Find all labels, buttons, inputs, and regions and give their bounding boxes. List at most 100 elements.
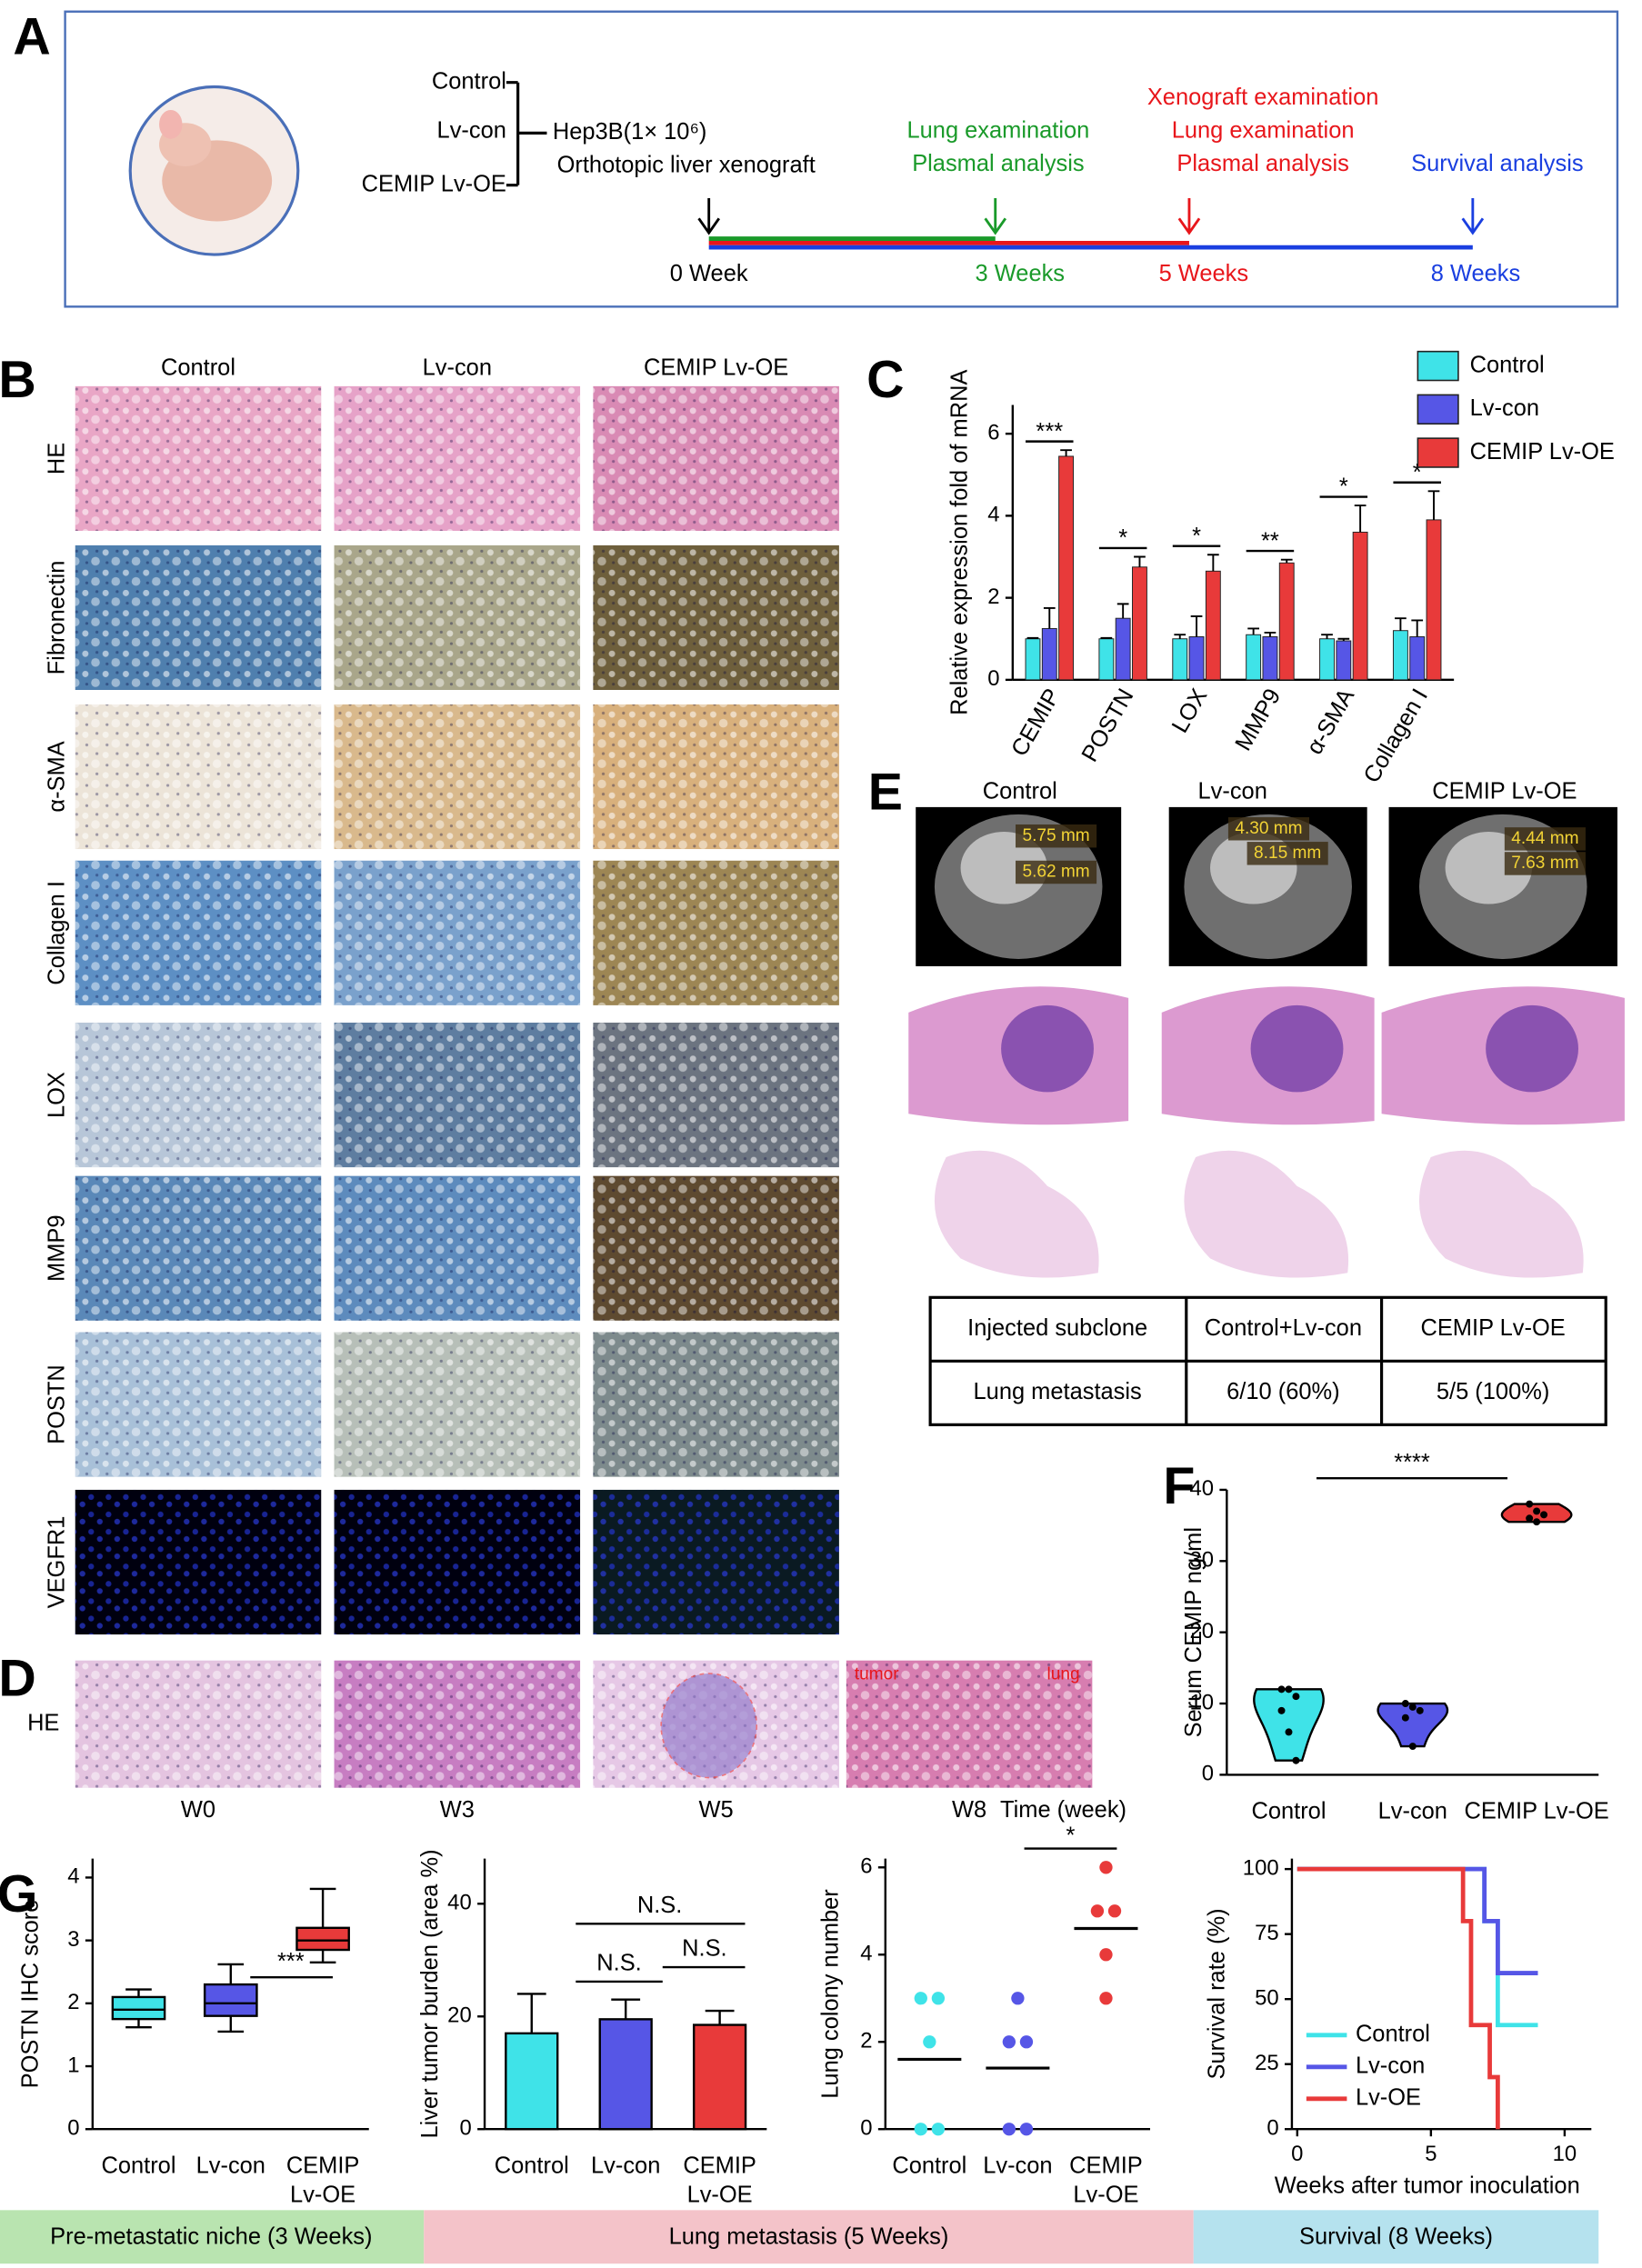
y-tick-label: 25	[1255, 2051, 1279, 2075]
row-label: α-SMA	[44, 741, 69, 812]
x-tick-label: Lv-con	[1378, 1798, 1447, 1823]
micrograph-texture	[334, 1489, 581, 1635]
stage-band	[0, 2210, 425, 2264]
column-header: Lv-con	[423, 355, 492, 380]
y-tick-label: 6	[860, 1854, 872, 1879]
error-bar	[1116, 603, 1129, 619]
error-bar	[1337, 637, 1350, 641]
y-tick-label: 0	[987, 666, 999, 691]
micrograph-texture	[593, 1332, 839, 1477]
legend-swatch	[1417, 394, 1459, 425]
error-bar	[1190, 614, 1203, 637]
micrograph-texture	[334, 1175, 581, 1321]
x-tick-label: CEMIP	[1006, 684, 1066, 761]
error-bar	[516, 1993, 546, 2033]
box	[295, 1926, 350, 1952]
table-cell: Lung metastasis	[974, 1379, 1142, 1404]
y-axis-label: Liver tumor burden (area %)	[417, 1849, 443, 2138]
y-tick-label: 20	[1189, 1619, 1214, 1644]
arrow-head	[1461, 217, 1485, 235]
table-cell: Control+Lv-con	[1205, 1315, 1362, 1341]
bar	[1115, 617, 1131, 681]
survival-curve	[1297, 1866, 1538, 1975]
data-point	[1540, 1511, 1548, 1519]
column-header: CEMIP Lv-OE	[1432, 779, 1577, 804]
data-point	[1285, 1728, 1293, 1736]
y-tick-label: 0	[1202, 1762, 1214, 1786]
x-tick-label: Lv-con	[196, 2153, 265, 2178]
annotation: N.S.	[637, 1893, 682, 1918]
x-tick-label: CEMIP Lv-OE	[1464, 1798, 1608, 1823]
y-tick-label: 0	[459, 2116, 471, 2141]
time-label: 8 Weeks	[1431, 261, 1520, 286]
measurement: 5.75 mm	[1022, 826, 1089, 845]
group-label: CEMIP Lv-OE	[362, 171, 506, 196]
y-tick-label: 3	[67, 1927, 79, 1952]
error-bar	[1043, 606, 1056, 629]
x-tick-label: CEMIP Lv-OE	[683, 2153, 756, 2207]
micrograph-texture	[593, 545, 839, 691]
data-point	[1107, 1904, 1122, 1918]
bar	[1205, 570, 1221, 681]
micrograph-texture	[75, 545, 322, 691]
cell-line: Hep3B(1× 10⁶)	[553, 119, 707, 145]
error-bar	[1206, 554, 1219, 572]
annotation: N.S.	[682, 1936, 726, 1962]
survival-curve	[1297, 1866, 1500, 2130]
micrograph-texture	[593, 704, 839, 850]
y-tick-label: 0	[67, 2116, 79, 2141]
lung-section	[1418, 1150, 1584, 1278]
row-label: POSTN	[44, 1364, 69, 1444]
micrograph-texture	[75, 1660, 322, 1788]
bar	[598, 2018, 653, 2131]
error-bar	[705, 2009, 735, 2025]
table-cell: 6/10 (60%)	[1226, 1379, 1339, 1404]
panel-label: E	[868, 763, 903, 821]
micrograph-texture	[593, 1175, 839, 1321]
row-label: HE	[44, 443, 69, 475]
error-bar	[1280, 558, 1293, 564]
stage-label: Pre-metastatic niche (3 Weeks)	[50, 2223, 372, 2249]
model-label: Orthotopic liver xenograft	[557, 153, 816, 178]
annotation: N.S.	[596, 1951, 641, 1976]
error-bar	[611, 1998, 641, 2020]
tumor-section	[1486, 1004, 1578, 1093]
annotation: ***	[277, 1949, 305, 1974]
error-bar	[1411, 619, 1424, 637]
x-axis-label: Weeks after tumor inoculation	[1275, 2173, 1580, 2199]
micrograph-texture	[846, 1660, 1093, 1788]
x-tick-label: Collagen I	[1359, 684, 1434, 787]
data-point	[1526, 1500, 1534, 1508]
data-point	[1285, 1685, 1293, 1694]
annotation: ****	[1394, 1450, 1430, 1475]
row-label: LOX	[44, 1072, 69, 1118]
stage-label: Survival (8 Weeks)	[1299, 2223, 1493, 2249]
data-point	[1002, 2035, 1016, 2049]
mouse-ear	[159, 109, 183, 139]
error-bar	[1134, 555, 1146, 567]
bar	[1188, 636, 1205, 681]
time-label: W0	[181, 1797, 215, 1823]
bar	[1262, 636, 1278, 681]
bar	[1172, 638, 1188, 681]
error-bar	[1026, 636, 1039, 639]
error-bar	[1427, 490, 1440, 520]
error-bar	[1321, 634, 1333, 639]
y-tick-label: 1	[67, 2053, 79, 2077]
x-tick-label-line: CEMIP	[683, 2153, 756, 2178]
task-label: Xenograft examination	[1147, 85, 1379, 110]
group-label: Lv-con	[437, 118, 506, 144]
measurement: 5.62 mm	[1022, 863, 1089, 882]
y-tick-label: 0	[1267, 2116, 1278, 2141]
data-point	[1408, 1743, 1417, 1751]
stage-label: Lung metastasis (5 Weeks)	[669, 2223, 949, 2249]
data-point	[1277, 1685, 1286, 1694]
y-tick-label: 40	[1189, 1476, 1214, 1501]
violin	[1253, 1688, 1325, 1762]
micrograph-texture	[334, 1332, 581, 1477]
bar	[1426, 519, 1442, 681]
micrograph-texture	[334, 545, 581, 691]
x-tick-label: CEMIP Lv-OE	[286, 2153, 360, 2207]
micrograph-texture	[593, 385, 839, 531]
